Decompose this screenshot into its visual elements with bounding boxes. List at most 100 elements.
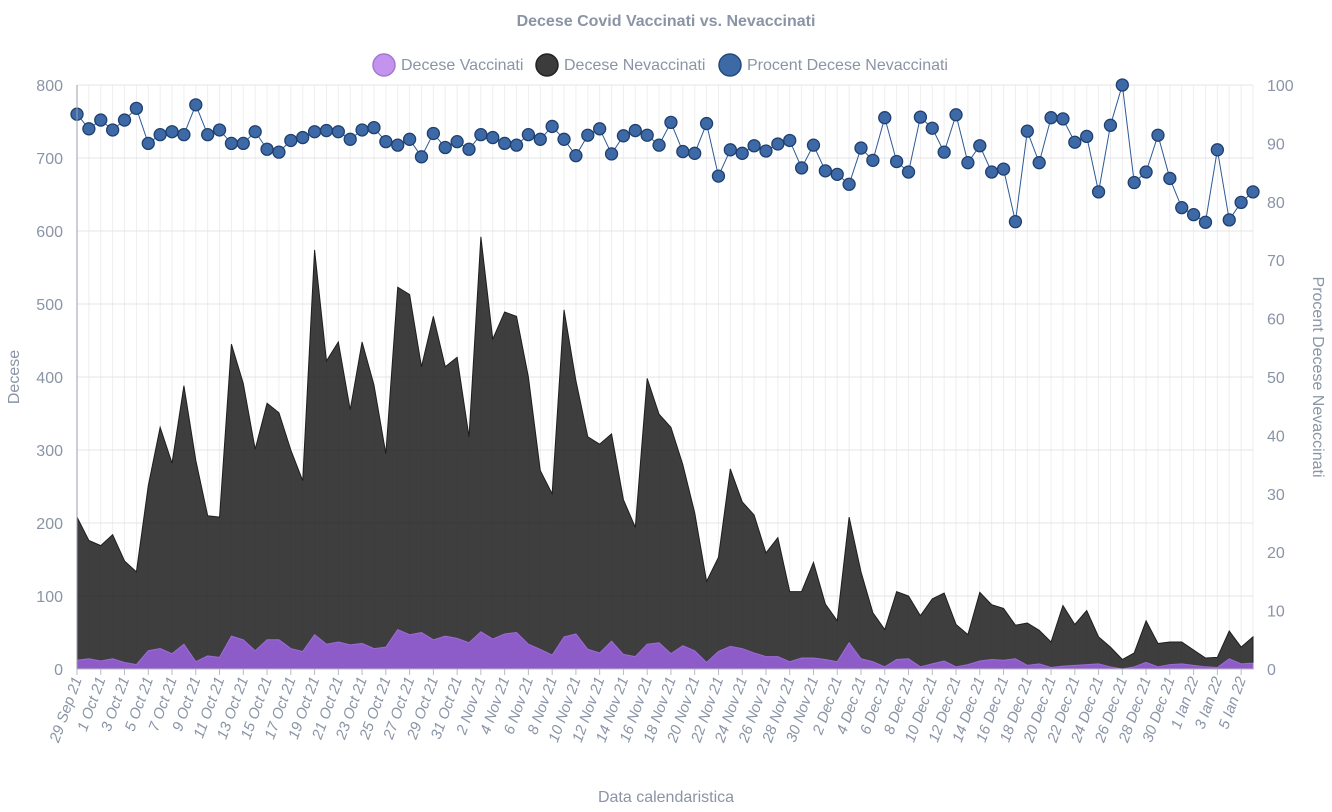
procent-point[interactable] (486, 130, 500, 145)
procent-point[interactable] (1175, 200, 1189, 215)
procent-point[interactable] (105, 123, 120, 137)
procent-point[interactable] (1080, 129, 1094, 144)
procent-point[interactable] (1222, 213, 1236, 227)
procent-point[interactable] (1234, 195, 1248, 210)
legend-item-vaccinati[interactable]: Decese Vaccinati (372, 53, 523, 77)
procent-point[interactable] (189, 98, 203, 112)
procent-point[interactable] (866, 153, 880, 167)
procent-point[interactable] (1186, 207, 1201, 222)
procent-point[interactable] (153, 127, 167, 142)
procent-point[interactable] (973, 139, 987, 153)
procent-point[interactable] (747, 139, 761, 153)
procent-point[interactable] (688, 146, 702, 160)
procent-point[interactable] (913, 110, 928, 124)
procent-point[interactable] (141, 136, 155, 151)
procent-point[interactable] (296, 130, 310, 145)
procent-point[interactable] (1032, 156, 1046, 170)
procent-point[interactable] (474, 127, 488, 142)
procent-point[interactable] (533, 132, 547, 146)
procent-point[interactable] (1198, 215, 1213, 229)
procent-point[interactable] (616, 129, 631, 143)
procent-point[interactable] (545, 119, 559, 134)
procent-point[interactable] (961, 156, 975, 170)
procent-point[interactable] (391, 138, 405, 152)
procent-point[interactable] (771, 137, 785, 151)
legend-item-nevaccinati[interactable]: Decese Nevaccinati (535, 53, 705, 77)
procent-point[interactable] (379, 134, 393, 149)
procent-point[interactable] (581, 128, 595, 142)
procent-point[interactable] (699, 116, 714, 131)
procent-point[interactable] (224, 136, 239, 151)
procent-point[interactable] (1151, 128, 1165, 142)
procent-point[interactable] (1091, 185, 1106, 199)
procent-point[interactable] (794, 161, 809, 175)
procent-point[interactable] (509, 138, 524, 152)
procent-point[interactable] (569, 149, 583, 163)
procent-point[interactable] (806, 138, 821, 152)
procent-point[interactable] (497, 136, 512, 151)
procent-point[interactable] (759, 144, 773, 158)
procent-point[interactable] (260, 142, 274, 156)
procent-point[interactable] (272, 145, 286, 159)
procent-point[interactable] (1127, 175, 1141, 190)
procent-point[interactable] (201, 127, 215, 142)
procent-point[interactable] (628, 123, 642, 138)
procent-point[interactable] (818, 164, 833, 178)
procent-point[interactable] (783, 133, 797, 148)
procent-point[interactable] (996, 162, 1011, 176)
procent-point[interactable] (212, 123, 227, 137)
procent-point[interactable] (438, 140, 452, 155)
procent-point[interactable] (414, 150, 429, 164)
procent-point[interactable] (1246, 185, 1260, 199)
procent-point[interactable] (557, 132, 571, 146)
procent-point[interactable] (711, 169, 726, 183)
procent-point[interactable] (889, 154, 904, 169)
procent-point[interactable] (1139, 165, 1153, 179)
procent-point[interactable] (854, 141, 868, 155)
procent-point[interactable] (521, 127, 536, 142)
procent-point[interactable] (426, 126, 441, 141)
procent-point[interactable] (1056, 112, 1070, 126)
procent-point[interactable] (676, 144, 690, 159)
procent-point[interactable] (878, 111, 892, 125)
procent-point[interactable] (925, 121, 939, 135)
procent-point[interactable] (331, 125, 345, 139)
procent-point[interactable] (735, 146, 749, 160)
procent-point[interactable] (343, 132, 357, 146)
procent-point[interactable] (129, 101, 144, 116)
procent-point[interactable] (1008, 215, 1023, 229)
procent-point[interactable] (1044, 111, 1058, 125)
procent-point[interactable] (640, 128, 654, 142)
procent-point[interactable] (236, 136, 250, 151)
procent-point[interactable] (604, 147, 619, 161)
procent-point[interactable] (901, 165, 916, 179)
procent-point[interactable] (842, 177, 856, 191)
procent-point[interactable] (307, 125, 322, 139)
procent-point[interactable] (94, 113, 108, 127)
procent-point[interactable] (367, 120, 381, 135)
procent-point[interactable] (1210, 143, 1225, 157)
procent-point[interactable] (462, 142, 476, 156)
procent-point[interactable] (1020, 124, 1034, 138)
procent-point[interactable] (830, 167, 844, 182)
procent-point[interactable] (82, 122, 96, 136)
procent-point[interactable] (248, 125, 262, 139)
procent-point[interactable] (949, 108, 963, 122)
procent-point[interactable] (165, 125, 179, 139)
procent-point[interactable] (664, 115, 678, 130)
procent-point[interactable] (1163, 171, 1177, 186)
procent-point[interactable] (355, 123, 369, 137)
procent-point[interactable] (117, 113, 132, 127)
procent-point[interactable] (985, 165, 999, 179)
procent-point[interactable] (1115, 78, 1129, 92)
procent-point[interactable] (652, 138, 666, 152)
procent-point[interactable] (177, 127, 191, 142)
procent-point[interactable] (450, 134, 464, 149)
procent-point[interactable] (402, 132, 417, 146)
procent-point[interactable] (284, 133, 298, 148)
procent-point[interactable] (319, 123, 334, 138)
procent-point[interactable] (1103, 118, 1118, 132)
procent-point[interactable] (593, 122, 607, 136)
procent-point[interactable] (723, 143, 737, 157)
procent-point[interactable] (1068, 135, 1082, 149)
